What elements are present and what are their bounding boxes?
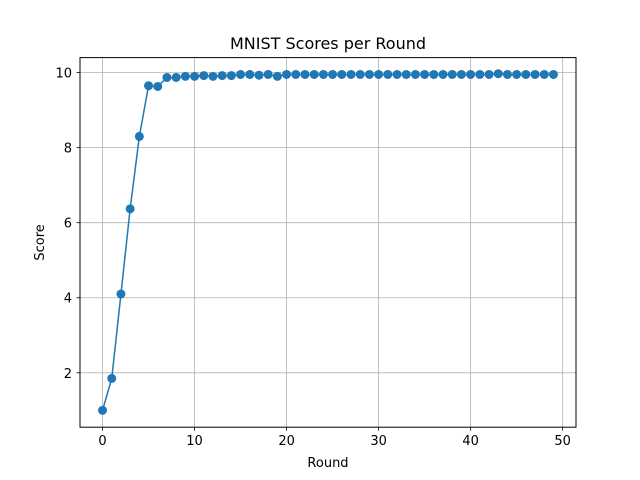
data-point bbox=[346, 69, 356, 79]
y-tick-label: 10 bbox=[55, 67, 72, 82]
y-tick-label: 8 bbox=[64, 142, 72, 157]
data-point bbox=[199, 71, 209, 81]
data-point bbox=[493, 69, 503, 79]
data-point bbox=[98, 405, 108, 415]
data-point bbox=[171, 72, 181, 82]
data-point bbox=[291, 69, 301, 79]
data-point bbox=[282, 69, 292, 79]
series bbox=[98, 69, 558, 415]
data-point bbox=[502, 69, 512, 79]
y-tick-label: 6 bbox=[64, 217, 72, 232]
data-point bbox=[328, 69, 338, 79]
y-axis-title: Score bbox=[33, 224, 48, 260]
data-point bbox=[530, 69, 540, 79]
data-point bbox=[337, 69, 347, 79]
axis-ticks: 0 10 20 30 40 50 2 4 6 8 10 bbox=[55, 67, 570, 450]
data-point bbox=[263, 69, 273, 79]
data-point bbox=[539, 69, 549, 79]
data-point bbox=[309, 69, 319, 79]
data-point bbox=[447, 69, 457, 79]
data-point bbox=[484, 69, 494, 79]
data-point bbox=[153, 81, 163, 91]
data-point bbox=[475, 69, 485, 79]
data-point bbox=[236, 69, 246, 79]
data-point bbox=[401, 69, 411, 79]
x-tick-label: 30 bbox=[370, 434, 387, 449]
chart-title: MNIST Scores per Round bbox=[230, 34, 426, 53]
x-tick-label: 10 bbox=[186, 434, 203, 449]
series-line bbox=[101, 72, 554, 411]
data-point bbox=[392, 69, 402, 79]
data-point bbox=[107, 373, 117, 383]
data-point bbox=[226, 71, 236, 81]
x-axis-title: Round bbox=[307, 456, 348, 471]
data-point bbox=[217, 71, 227, 81]
plot-frame bbox=[79, 57, 577, 428]
data-point bbox=[548, 69, 558, 79]
x-tick-label: 40 bbox=[462, 434, 479, 449]
data-point bbox=[318, 69, 328, 79]
data-point bbox=[456, 69, 466, 79]
data-point bbox=[144, 81, 154, 91]
data-point bbox=[438, 69, 448, 79]
data-point bbox=[272, 71, 282, 81]
data-point bbox=[180, 71, 190, 81]
x-tick-label: 0 bbox=[98, 434, 106, 449]
data-point bbox=[410, 69, 420, 79]
data-point bbox=[466, 69, 476, 79]
data-point bbox=[364, 69, 374, 79]
data-point bbox=[254, 70, 264, 80]
data-point bbox=[429, 69, 439, 79]
data-point bbox=[134, 131, 144, 141]
data-point bbox=[245, 69, 255, 79]
data-point bbox=[208, 71, 218, 81]
data-point bbox=[300, 69, 310, 79]
y-tick-label: 2 bbox=[64, 367, 72, 382]
x-tick-label: 20 bbox=[278, 434, 295, 449]
y-tick-label: 4 bbox=[64, 292, 72, 307]
grid bbox=[80, 57, 576, 428]
data-point bbox=[162, 72, 172, 82]
data-point bbox=[190, 71, 200, 81]
x-tick-label: 50 bbox=[554, 434, 571, 449]
data-point bbox=[355, 69, 365, 79]
data-point bbox=[125, 204, 135, 214]
data-point bbox=[383, 69, 393, 79]
data-point bbox=[374, 69, 384, 79]
data-point bbox=[521, 69, 531, 79]
data-point bbox=[116, 289, 126, 299]
data-point bbox=[420, 69, 430, 79]
data-point bbox=[512, 69, 522, 79]
